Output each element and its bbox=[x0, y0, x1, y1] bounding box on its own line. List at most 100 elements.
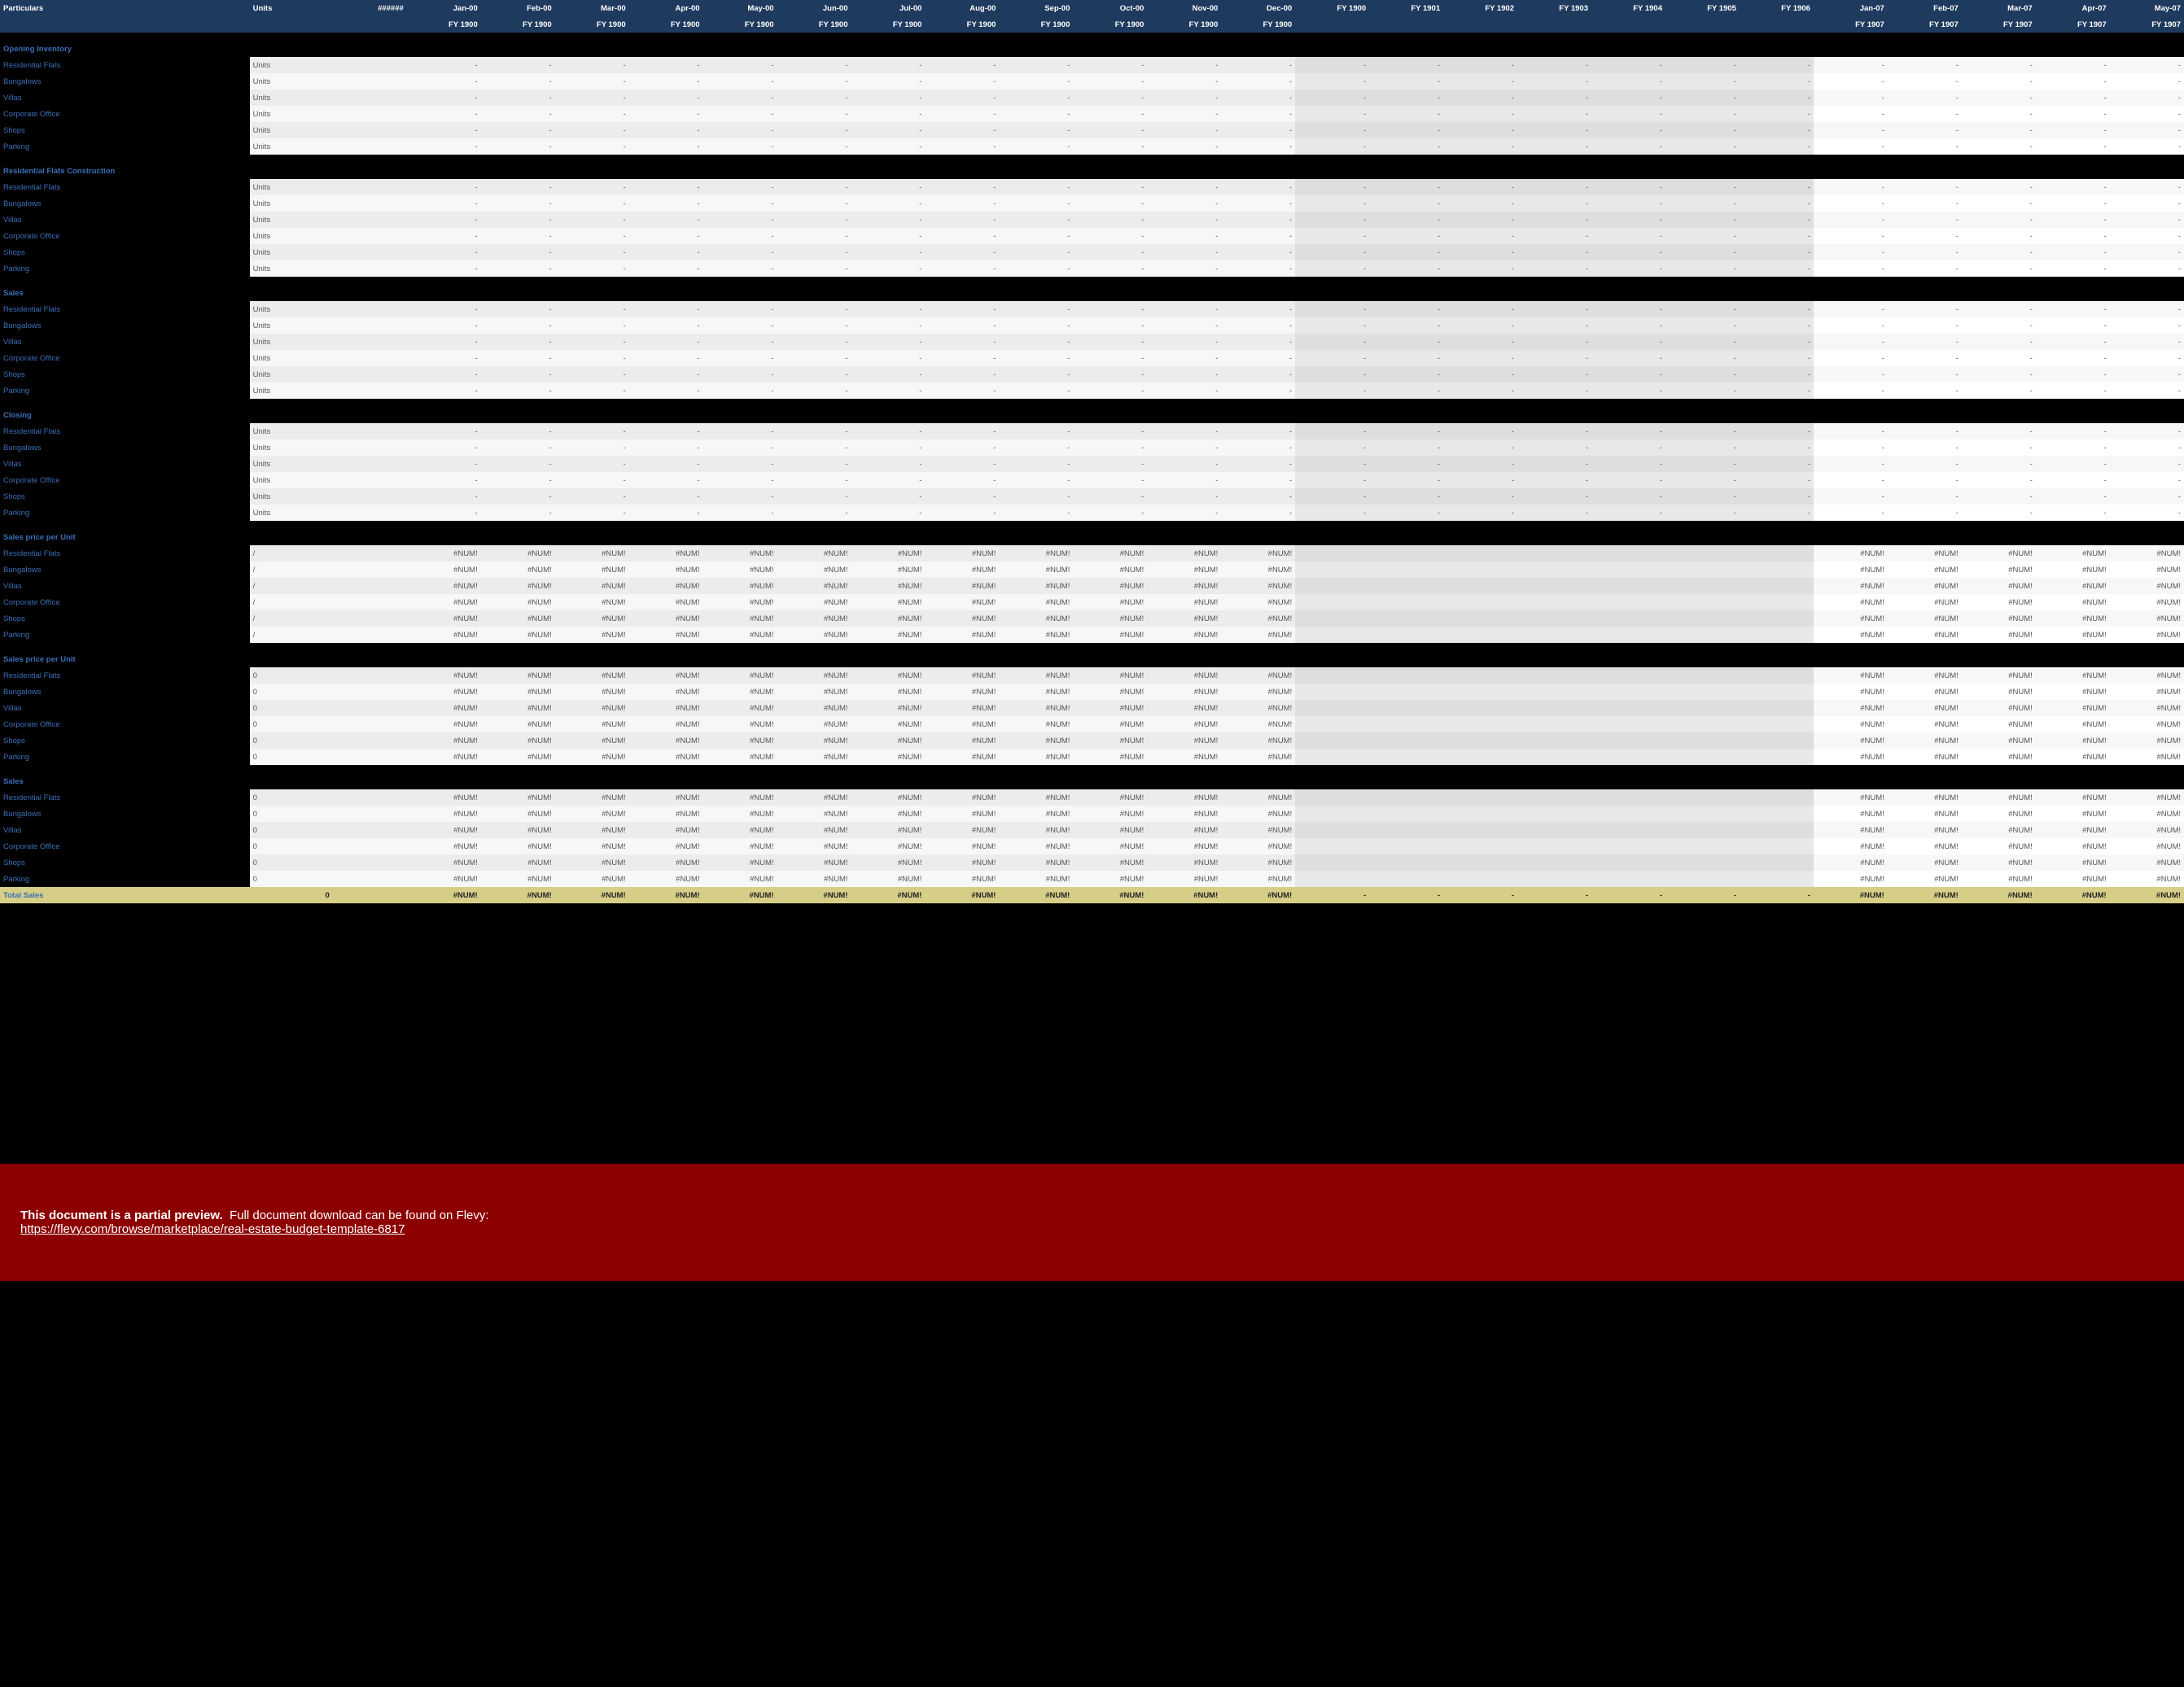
cell: - bbox=[407, 350, 481, 366]
cell: - bbox=[2036, 122, 2110, 138]
cell-fy: - bbox=[1443, 301, 1517, 317]
cell: - bbox=[703, 73, 777, 90]
cell-fy bbox=[1443, 789, 1517, 806]
cell: #NUM! bbox=[629, 732, 703, 749]
cell: - bbox=[1073, 212, 1147, 228]
section-title: Sales price per Unit bbox=[0, 651, 2184, 667]
cell: - bbox=[629, 439, 703, 456]
cell: - bbox=[851, 260, 926, 277]
cell: - bbox=[629, 228, 703, 244]
cell: - bbox=[777, 244, 851, 260]
cell: - bbox=[851, 366, 926, 382]
row-units: Units bbox=[250, 382, 333, 399]
preview-link[interactable]: https://flevy.com/browse/marketplace/rea… bbox=[20, 1222, 405, 1236]
cell-fy bbox=[1443, 594, 1517, 610]
cell: #NUM! bbox=[407, 806, 481, 822]
row-label: Corporate Office bbox=[0, 716, 250, 732]
cell: - bbox=[1814, 423, 1888, 439]
cell: #NUM! bbox=[777, 610, 851, 627]
cell: - bbox=[703, 106, 777, 122]
cell-fy: - bbox=[1591, 488, 1665, 505]
cell: - bbox=[481, 472, 555, 488]
cell: - bbox=[925, 366, 999, 382]
cell-fy bbox=[1295, 594, 1369, 610]
cell: #NUM! bbox=[555, 806, 629, 822]
cell: - bbox=[1221, 106, 1295, 122]
cell: - bbox=[2036, 439, 2110, 456]
cell-fy bbox=[1740, 838, 1814, 854]
cell: #NUM! bbox=[1221, 838, 1295, 854]
cell: - bbox=[1888, 488, 1962, 505]
cell: - bbox=[1073, 138, 1147, 155]
cell: #NUM! bbox=[2110, 684, 2184, 700]
total-cell-fy: - bbox=[1665, 887, 1740, 903]
cell: - bbox=[1962, 73, 2036, 90]
cell-fy: - bbox=[1443, 488, 1517, 505]
cell: - bbox=[1814, 106, 1888, 122]
cell-fy bbox=[1740, 700, 1814, 716]
cell: #NUM! bbox=[1888, 700, 1962, 716]
cell: - bbox=[629, 179, 703, 195]
cell: #NUM! bbox=[2036, 610, 2110, 627]
cell-fy bbox=[1591, 545, 1665, 562]
cell-fy bbox=[1665, 562, 1740, 578]
cell: - bbox=[851, 73, 926, 90]
cell: #NUM! bbox=[407, 684, 481, 700]
cell-fy: - bbox=[1517, 334, 1591, 350]
total-label: Total Sales bbox=[0, 887, 250, 903]
cell-fy: - bbox=[1295, 439, 1369, 456]
cell: - bbox=[1221, 382, 1295, 399]
table-row: Villas0#NUM!#NUM!#NUM!#NUM!#NUM!#NUM!#NU… bbox=[0, 700, 2184, 716]
cell: - bbox=[1147, 122, 1221, 138]
total-cell-fy: - bbox=[1369, 887, 1443, 903]
row-label: Villas bbox=[0, 456, 250, 472]
cell: - bbox=[555, 57, 629, 73]
cell: - bbox=[629, 423, 703, 439]
cell-fy: - bbox=[1295, 138, 1369, 155]
cell-fy: - bbox=[1295, 57, 1369, 73]
cell-fy bbox=[1443, 871, 1517, 887]
cell: #NUM! bbox=[703, 545, 777, 562]
cell: - bbox=[1073, 472, 1147, 488]
cell-fy bbox=[1295, 700, 1369, 716]
cell-fy: - bbox=[1369, 260, 1443, 277]
cell-fy bbox=[1517, 562, 1591, 578]
cell-fy: - bbox=[1591, 382, 1665, 399]
cell-fy: - bbox=[1740, 244, 1814, 260]
row-units: 0 bbox=[250, 806, 333, 822]
cell: - bbox=[1147, 228, 1221, 244]
cell: - bbox=[2036, 317, 2110, 334]
cell-fy: - bbox=[1443, 423, 1517, 439]
cell: #NUM! bbox=[1814, 594, 1888, 610]
cell: - bbox=[777, 90, 851, 106]
cell-fy bbox=[1295, 854, 1369, 871]
cell-fy bbox=[1517, 822, 1591, 838]
table-row: Corporate Office0#NUM!#NUM!#NUM!#NUM!#NU… bbox=[0, 716, 2184, 732]
cell-fy: - bbox=[1591, 505, 1665, 521]
cell: - bbox=[555, 366, 629, 382]
cell: #NUM! bbox=[1073, 627, 1147, 643]
cell-fy: - bbox=[1369, 138, 1443, 155]
cell-fy: - bbox=[1517, 350, 1591, 366]
cell-fy: - bbox=[1369, 228, 1443, 244]
cell: - bbox=[407, 260, 481, 277]
cell-fy bbox=[1591, 789, 1665, 806]
cell: #NUM! bbox=[851, 871, 926, 887]
cell: #NUM! bbox=[481, 806, 555, 822]
row-label: Villas bbox=[0, 212, 250, 228]
cell: #NUM! bbox=[1221, 545, 1295, 562]
cell: - bbox=[703, 472, 777, 488]
cell: - bbox=[407, 505, 481, 521]
cell-fy: - bbox=[1295, 382, 1369, 399]
cell-fy bbox=[1369, 700, 1443, 716]
cell: - bbox=[1814, 382, 1888, 399]
cell-fy bbox=[1591, 562, 1665, 578]
cell: - bbox=[629, 334, 703, 350]
row-hashcol bbox=[333, 488, 407, 505]
cell: - bbox=[1814, 138, 1888, 155]
table-row: Residential FlatsUnits------------------… bbox=[0, 179, 2184, 195]
preview-banner: This document is a partial preview. Full… bbox=[0, 1164, 2184, 1281]
cell: #NUM! bbox=[703, 871, 777, 887]
row-units: Units bbox=[250, 301, 333, 317]
cell-fy bbox=[1591, 822, 1665, 838]
